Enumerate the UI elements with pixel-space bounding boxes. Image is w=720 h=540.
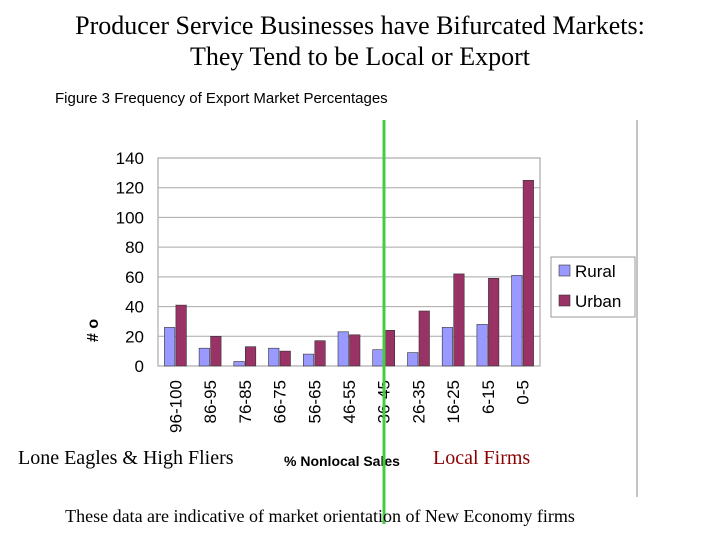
bar-urban-56-65 bbox=[314, 340, 326, 367]
x-category-label: 6-15 bbox=[479, 380, 498, 414]
legend-label-rural: Rural bbox=[575, 262, 616, 281]
y-tick-label: 80 bbox=[125, 238, 144, 257]
x-category-labels: 96-10086-9576-8566-7556-6546-5536-4526-3… bbox=[166, 380, 532, 433]
bar-rural-96-100 bbox=[164, 327, 176, 367]
x-category-label: 56-65 bbox=[305, 380, 324, 423]
y-tick-label: 0 bbox=[135, 357, 144, 376]
y-axis-label: # o bbox=[85, 319, 102, 342]
x-category-label: 96-100 bbox=[166, 380, 185, 433]
bar-urban-46-55 bbox=[349, 334, 361, 367]
bar-urban-86-95 bbox=[210, 335, 222, 367]
bar-rural-36-45 bbox=[372, 349, 384, 367]
figure-caption: Figure 3 Frequency of Export Market Perc… bbox=[55, 90, 388, 107]
bar-rural-76-85 bbox=[233, 361, 245, 367]
y-tick-label: 60 bbox=[125, 268, 144, 287]
bar-urban-26-35 bbox=[418, 310, 430, 367]
bar-rural-6-15 bbox=[476, 324, 488, 367]
bar-rural-26-35 bbox=[407, 352, 419, 367]
bar-rural-46-55 bbox=[337, 331, 349, 367]
plot-area bbox=[157, 157, 541, 367]
x-category-label: 66-75 bbox=[271, 380, 290, 423]
slide-title: Producer Service Businesses have Bifurca… bbox=[0, 10, 720, 72]
bar-urban-6-15 bbox=[488, 277, 500, 367]
bars-layer bbox=[164, 180, 534, 367]
annotation-local-firms: Local Firms bbox=[433, 447, 530, 469]
y-tick-label: 140 bbox=[116, 149, 144, 168]
footer-note: These data are indicative of market orie… bbox=[65, 506, 575, 526]
bar-rural-0-5 bbox=[511, 275, 523, 367]
bar-urban-36-45 bbox=[383, 329, 396, 367]
x-category-label: 76-85 bbox=[236, 380, 255, 423]
x-axis-label: % Nonlocal Sales bbox=[284, 453, 400, 469]
bar-urban-76-85 bbox=[245, 346, 257, 367]
y-tick-label: 40 bbox=[125, 298, 144, 317]
legend: Rural Urban bbox=[550, 256, 636, 318]
bar-urban-66-75 bbox=[279, 350, 291, 367]
legend-swatch-urban bbox=[558, 294, 571, 307]
bar-urban-0-5 bbox=[522, 180, 534, 367]
y-tick-label: 20 bbox=[125, 327, 144, 346]
legend-label-urban: Urban bbox=[575, 292, 621, 311]
slide-title-line-2: They Tend to be Local or Export bbox=[190, 42, 530, 71]
annotation-lone-eagles: Lone Eagles & High Fliers bbox=[18, 447, 234, 469]
x-category-label: 26-35 bbox=[410, 380, 429, 423]
grid-layer bbox=[157, 157, 541, 367]
bar-urban-96-100 bbox=[175, 304, 187, 367]
y-tick-label: 120 bbox=[116, 179, 144, 198]
bar-urban-16-25 bbox=[453, 273, 465, 367]
x-category-label: 16-25 bbox=[444, 380, 463, 423]
bar-rural-86-95 bbox=[198, 347, 210, 367]
slide-title-line-1: Producer Service Businesses have Bifurca… bbox=[75, 11, 645, 40]
bar-rural-16-25 bbox=[441, 327, 454, 367]
y-tick-labels: 0 20 40 60 80 100 120 140 bbox=[116, 149, 144, 376]
y-tick-label: 100 bbox=[116, 208, 144, 227]
legend-swatch-rural bbox=[558, 264, 571, 277]
x-category-label: 0-5 bbox=[514, 380, 533, 405]
x-category-label: 46-55 bbox=[340, 380, 359, 423]
bar-rural-66-75 bbox=[268, 347, 280, 367]
x-category-label: 86-95 bbox=[201, 380, 220, 423]
bar-rural-56-65 bbox=[302, 353, 315, 367]
